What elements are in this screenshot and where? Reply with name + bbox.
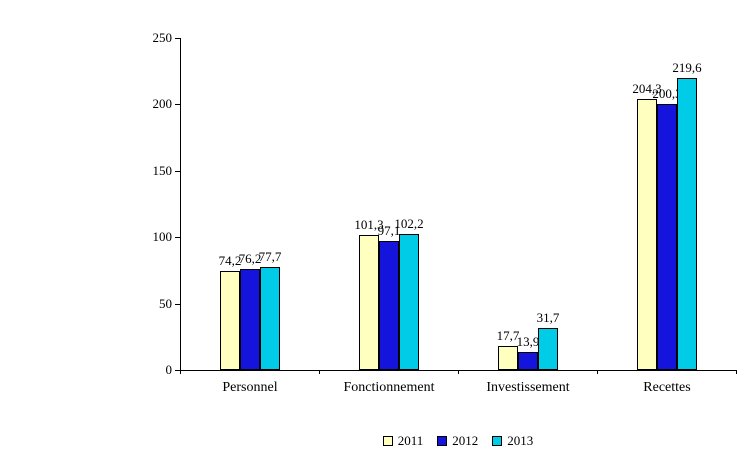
legend-item-2013: 2013 <box>492 433 533 449</box>
bar-2011-personnel <box>220 271 240 370</box>
legend-swatch-2011 <box>382 436 393 446</box>
y-axis-tick-label: 50 <box>159 295 172 311</box>
y-axis-tick-label: 250 <box>152 30 173 45</box>
x-axis-category-label: Fonctionnement <box>343 380 435 395</box>
bar-value-label: 76,2 <box>238 251 262 266</box>
legend-item-2011: 2011 <box>382 433 424 449</box>
bar-value-label: 219,6 <box>672 60 702 75</box>
bar-value-label: 77,7 <box>258 249 282 264</box>
y-axis-tick-label: 150 <box>152 162 173 178</box>
bar-2012-personnel <box>240 269 260 370</box>
x-axis-tick-mark <box>458 370 459 374</box>
legend-label: 2011 <box>397 433 424 448</box>
bar-value-label: 102,2 <box>394 216 424 231</box>
bar-value-label: 74,2 <box>218 253 242 268</box>
x-axis-tick-mark <box>180 370 181 374</box>
bar-value-label: 97,1 <box>377 223 401 238</box>
bar-value-label: 13,9 <box>516 334 540 349</box>
bar-value-label: 17,7 <box>496 328 520 343</box>
legend-swatch-2013 <box>492 436 503 446</box>
bar-2011-recettes <box>637 99 657 370</box>
y-axis-tick-label: 200 <box>152 96 173 112</box>
bar-2013-personnel <box>260 267 280 370</box>
y-axis-tick-label: 100 <box>152 229 173 245</box>
legend-label: 2012 <box>452 433 479 448</box>
x-axis-category-label: Recettes <box>643 380 691 395</box>
bar-2013-recettes <box>677 78 697 370</box>
bar-2012-fonctionnement <box>379 241 399 370</box>
y-axis-tick-mark <box>175 104 180 105</box>
y-axis-tick-mark <box>175 237 180 238</box>
bar-value-label: 31,7 <box>536 310 560 325</box>
bar-2011-investissement <box>498 346 518 370</box>
y-axis-tick-mark <box>175 370 180 371</box>
bar-value-label: 101,3 <box>354 217 384 232</box>
bar-2013-fonctionnement <box>399 234 419 370</box>
bar-2012-recettes <box>657 104 677 370</box>
bar-value-label: 204,3 <box>632 81 662 96</box>
bar-2011-fonctionnement <box>359 235 379 370</box>
bar-2012-investissement <box>518 352 538 370</box>
y-axis-tick-mark <box>175 38 180 39</box>
chart-legend: 2011 2012 2013 <box>180 433 736 449</box>
x-axis-category-label: Investissement <box>486 380 570 395</box>
bar-2013-investissement <box>538 328 558 370</box>
legend-label: 2013 <box>507 433 534 448</box>
x-axis-category-label: Personnel <box>222 380 278 395</box>
y-axis-tick-mark <box>175 304 180 305</box>
y-axis-tick-label: 0 <box>165 362 173 377</box>
x-axis-tick-mark <box>597 370 598 374</box>
x-axis-tick-mark <box>736 370 737 374</box>
bar-value-label: 200,3 <box>652 86 682 101</box>
y-axis-tick-mark <box>175 171 180 172</box>
legend-swatch-2012 <box>437 436 448 446</box>
x-axis-tick-mark <box>319 370 320 374</box>
legend-item-2012: 2012 <box>437 433 478 449</box>
